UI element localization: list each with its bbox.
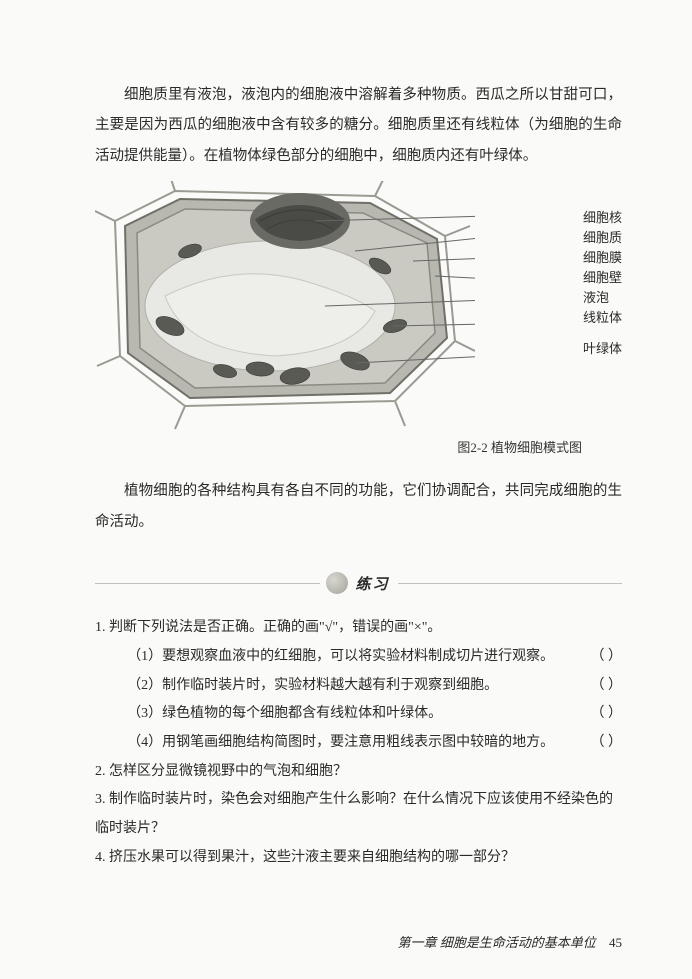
body-paragraph-2: 植物细胞的各种结构具有各自不同的功能，它们协调配合，共同完成细胞的生命活动。 xyxy=(95,476,622,537)
exercise-q2: 2. 怎样区分显微镜视野中的气泡和细胞？ xyxy=(95,758,622,787)
divider-line-left xyxy=(95,583,320,584)
exercise-q1-1: （1）要想观察血液中的红细胞，可以将实验材料制成切片进行观察。（ ） xyxy=(95,643,622,672)
body-paragraph-1: 细胞质里有液泡，液泡内的细胞液中溶解着多种物质。西瓜之所以甘甜可口，主要是因为西… xyxy=(95,80,622,171)
exercise-q1-3: （3）绿色植物的每个细胞都含有线粒体和叶绿体。（ ） xyxy=(95,700,622,729)
exercise-q4: 4. 挤压水果可以得到果汁，这些汁液主要来自细胞结构的哪一部分？ xyxy=(95,844,622,873)
exercise-q1: 1. 判断下列说法是否正确。正确的画"√"，错误的画"×"。 xyxy=(95,614,622,643)
label-chloroplast: 叶绿体 xyxy=(583,342,622,355)
exercise-q1-2: （2）制作临时装片时，实验材料越大越有利于观察到细胞。（ ） xyxy=(95,672,622,701)
figure-caption: 图2-2 植物细胞模式图 xyxy=(457,437,582,456)
exercise-q1-4: （4）用钢笔画细胞结构简图时，要注意用粗线表示图中较暗的地方。（ ） xyxy=(95,729,622,758)
plant-cell-svg xyxy=(95,181,475,431)
label-nucleus: 细胞核 xyxy=(583,211,622,224)
label-vacuole: 液泡 xyxy=(583,291,622,304)
figure-plant-cell: 细胞核 细胞质 细胞膜 细胞壁 液泡 线粒体 叶绿体 图2-2 植物细胞模式图 xyxy=(95,181,622,451)
divider-line-right xyxy=(398,583,623,584)
page-number: 45 xyxy=(609,935,622,950)
exercise-section-header: 练习 xyxy=(95,572,622,594)
exercise-q3: 3. 制作临时装片时，染色会对细胞产生什么影响？在什么情况下应该使用不经染色的临… xyxy=(95,786,622,843)
label-membrane: 细胞膜 xyxy=(583,251,622,264)
chapter-label: 第一章 细胞是生命活动的基本单位 xyxy=(397,935,595,950)
diagram-labels: 细胞核 细胞质 细胞膜 细胞壁 液泡 线粒体 叶绿体 xyxy=(583,211,622,362)
page-footer: 第一章 细胞是生命活动的基本单位 45 xyxy=(397,932,622,951)
section-title: 练习 xyxy=(356,573,390,594)
label-cytoplasm: 细胞质 xyxy=(583,231,622,244)
section-icon xyxy=(326,572,348,594)
label-mitochondria: 线粒体 xyxy=(583,311,622,324)
exercise-block: 1. 判断下列说法是否正确。正确的画"√"，错误的画"×"。 （1）要想观察血液… xyxy=(95,614,622,872)
label-wall: 细胞壁 xyxy=(583,271,622,284)
